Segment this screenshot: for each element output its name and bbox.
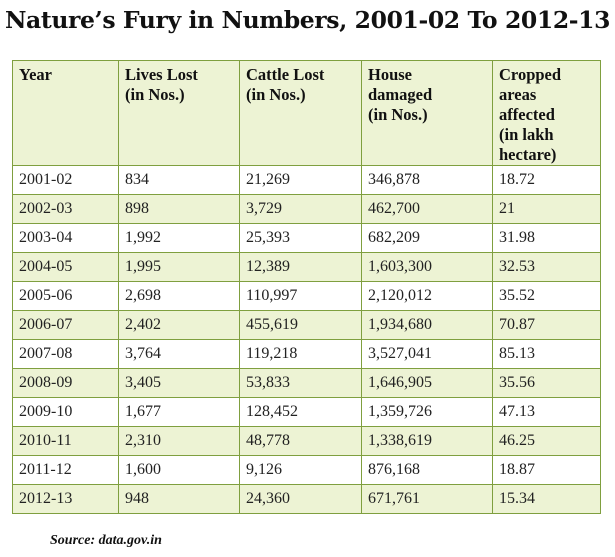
cell-house-damaged: 346,878 — [361, 165, 493, 195]
table-row: 2010-11 2,310 48,778 1,338,619 46.25 — [12, 426, 601, 456]
cell-cattle-lost: 53,833 — [239, 368, 362, 398]
cell-house-damaged: 1,934,680 — [361, 310, 493, 340]
header-row: Year Lives Lost (in Nos.) Cattle Lost (i… — [12, 60, 601, 166]
cell-lives-lost: 3,764 — [118, 339, 240, 369]
table-row: 2003-04 1,992 25,393 682,209 31.98 — [12, 223, 601, 253]
cell-cropped-areas: 85.13 — [492, 339, 601, 369]
cell-year: 2008-09 — [12, 368, 119, 398]
cell-cattle-lost: 24,360 — [239, 484, 362, 514]
table-row: 2008-09 3,405 53,833 1,646,905 35.56 — [12, 368, 601, 398]
page-title: Nature’s Fury in Numbers, 2001-02 To 201… — [4, 6, 611, 34]
cell-cattle-lost: 25,393 — [239, 223, 362, 253]
header-lives-lost: Lives Lost (in Nos.) — [118, 60, 240, 166]
cell-house-damaged: 671,761 — [361, 484, 493, 514]
cell-lives-lost: 2,310 — [118, 426, 240, 456]
cell-year: 2002-03 — [12, 194, 119, 224]
table-row: 2009-10 1,677 128,452 1,359,726 47.13 — [12, 397, 601, 427]
table-row: 2005-06 2,698 110,997 2,120,012 35.52 — [12, 281, 601, 311]
cell-cattle-lost: 48,778 — [239, 426, 362, 456]
cell-house-damaged: 1,359,726 — [361, 397, 493, 427]
cell-cattle-lost: 110,997 — [239, 281, 362, 311]
cell-cattle-lost: 21,269 — [239, 165, 362, 195]
cell-house-damaged: 462,700 — [361, 194, 493, 224]
header-lives-lost-label: Lives Lost (in Nos.) — [125, 65, 198, 104]
cell-lives-lost: 1,677 — [118, 397, 240, 427]
cell-year: 2003-04 — [12, 223, 119, 253]
header-house-damaged: House damaged (in Nos.) — [361, 60, 493, 166]
cell-lives-lost: 2,698 — [118, 281, 240, 311]
cell-house-damaged: 876,168 — [361, 455, 493, 485]
cell-lives-lost: 834 — [118, 165, 240, 195]
cell-year: 2001-02 — [12, 165, 119, 195]
cell-house-damaged: 1,646,905 — [361, 368, 493, 398]
cell-lives-lost: 948 — [118, 484, 240, 514]
cell-house-damaged: 2,120,012 — [361, 281, 493, 311]
cell-lives-lost: 1,995 — [118, 252, 240, 282]
cell-cropped-areas: 35.56 — [492, 368, 601, 398]
header-cropped-areas: Cropped areas affected (in lakh hectare) — [492, 60, 601, 166]
cell-cropped-areas: 47.13 — [492, 397, 601, 427]
cell-year: 2007-08 — [12, 339, 119, 369]
cell-cropped-areas: 46.25 — [492, 426, 601, 456]
cell-cattle-lost: 128,452 — [239, 397, 362, 427]
cell-year: 2009-10 — [12, 397, 119, 427]
cell-lives-lost: 1,992 — [118, 223, 240, 253]
cell-year: 2011-12 — [12, 455, 119, 485]
header-cattle-lost-label: Cattle Lost (in Nos.) — [246, 65, 325, 104]
table-row: 2001-02 834 21,269 346,878 18.72 — [12, 165, 601, 195]
cell-year: 2006-07 — [12, 310, 119, 340]
cell-cattle-lost: 455,619 — [239, 310, 362, 340]
cell-lives-lost: 2,402 — [118, 310, 240, 340]
table-row: 2002-03 898 3,729 462,700 21 — [12, 194, 601, 224]
cell-cropped-areas: 21 — [492, 194, 601, 224]
cell-year: 2010-11 — [12, 426, 119, 456]
table-row: 2011-12 1,600 9,126 876,168 18.87 — [12, 455, 601, 485]
cell-house-damaged: 682,209 — [361, 223, 493, 253]
cell-cropped-areas: 31.98 — [492, 223, 601, 253]
header-cropped-areas-label: Cropped areas affected (in lakh hectare) — [499, 65, 562, 164]
cell-lives-lost: 3,405 — [118, 368, 240, 398]
data-table: Year Lives Lost (in Nos.) Cattle Lost (i… — [12, 60, 601, 514]
cell-cattle-lost: 119,218 — [239, 339, 362, 369]
header-cattle-lost: Cattle Lost (in Nos.) — [239, 60, 362, 166]
table-row: 2012-13 948 24,360 671,761 15.34 — [12, 484, 601, 514]
table-row: 2006-07 2,402 455,619 1,934,680 70.87 — [12, 310, 601, 340]
cell-house-damaged: 1,603,300 — [361, 252, 493, 282]
cell-cattle-lost: 12,389 — [239, 252, 362, 282]
cell-year: 2004-05 — [12, 252, 119, 282]
header-year: Year — [12, 60, 119, 166]
header-house-damaged-label: House damaged (in Nos.) — [368, 65, 433, 124]
cell-cropped-areas: 18.87 — [492, 455, 601, 485]
cell-cropped-areas: 15.34 — [492, 484, 601, 514]
cell-year: 2005-06 — [12, 281, 119, 311]
cell-cropped-areas: 70.87 — [492, 310, 601, 340]
cell-cattle-lost: 9,126 — [239, 455, 362, 485]
cell-cropped-areas: 35.52 — [492, 281, 601, 311]
cell-house-damaged: 3,527,041 — [361, 339, 493, 369]
cell-year: 2012-13 — [12, 484, 119, 514]
table-body: 2001-02 834 21,269 346,878 18.72 2002-03 898 3,… — [12, 165, 601, 514]
cell-cattle-lost: 3,729 — [239, 194, 362, 224]
cell-cropped-areas: 18.72 — [492, 165, 601, 195]
cell-house-damaged: 1,338,619 — [361, 426, 493, 456]
source-note: Source: data.gov.in — [50, 533, 162, 548]
header-year-label: Year — [19, 65, 52, 84]
table-row: 2007-08 3,764 119,218 3,527,041 85.13 — [12, 339, 601, 369]
cell-lives-lost: 898 — [118, 194, 240, 224]
cell-lives-lost: 1,600 — [118, 455, 240, 485]
table-row: 2004-05 1,995 12,389 1,603,300 32.53 — [12, 252, 601, 282]
table-header: Year Lives Lost (in Nos.) Cattle Lost (i… — [12, 60, 601, 166]
cell-cropped-areas: 32.53 — [492, 252, 601, 282]
